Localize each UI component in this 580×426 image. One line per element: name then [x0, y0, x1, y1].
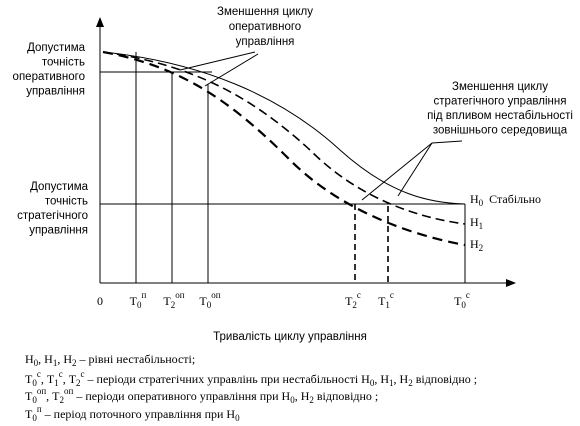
x-label: T0с: [454, 290, 470, 310]
x-label-sub: 0: [137, 300, 142, 310]
note-sup: п: [37, 404, 42, 414]
note-sub: 0: [32, 378, 37, 388]
note: H0, H1, H2 – рівні нестабільності;: [25, 352, 195, 368]
x-label: T2с: [345, 290, 361, 310]
right-label: під впливом нестабільності: [427, 110, 573, 122]
x-label-sub: 0: [461, 300, 466, 310]
note-text: , H: [295, 389, 310, 403]
note-sub: 2: [60, 395, 65, 405]
x-label-base: T: [378, 294, 386, 308]
right-label: зовнішнього середовища: [433, 125, 568, 137]
curve-label: H0 Стабільно: [470, 192, 541, 208]
left-top-label: оперативного: [13, 71, 85, 83]
x-label-base: T: [345, 294, 353, 308]
note-text: – періоди оперативного управління при H: [73, 389, 290, 403]
right-label: стратегічного управління: [434, 96, 567, 108]
curve-label-base: H: [470, 215, 479, 229]
note-sub: 0: [235, 413, 240, 423]
pointers: [179, 51, 463, 201]
note-text: – рівні нестабільності;: [77, 352, 196, 366]
note-sup: с: [81, 369, 85, 379]
note-text: , H: [57, 352, 72, 366]
note-text: відповідно ;: [413, 372, 477, 386]
top-label: управління: [236, 36, 295, 48]
x-label-sup: п: [142, 290, 147, 300]
x-label-sup: оп: [175, 290, 185, 300]
origin: 0: [97, 294, 103, 308]
x-label: T2оп: [163, 290, 184, 310]
note-sub: 2: [72, 358, 77, 368]
note-sub: 0: [32, 395, 37, 405]
note-sup: с: [37, 369, 41, 379]
note-text: – період поточного управління при H: [42, 407, 236, 421]
right-label: Зменшення циклу: [452, 81, 548, 93]
note-sup: с: [59, 369, 63, 379]
left-bottom-label: Допустима: [30, 181, 89, 193]
note-sub: 0: [34, 358, 39, 368]
note-sub: 2: [76, 378, 81, 388]
note-sub: 2: [408, 378, 413, 388]
curve-label-sub: 1: [479, 221, 484, 231]
note-text: , H: [374, 372, 389, 386]
note-text: відповідно ;: [314, 389, 378, 403]
x-label-sub: 1: [385, 300, 390, 310]
note-text: , T: [46, 389, 60, 403]
axes: [96, 17, 516, 287]
x-label-sub: 0: [207, 300, 212, 310]
note-sup: оп: [64, 386, 74, 396]
note: T0п – період поточного управління при H0: [25, 404, 240, 423]
note-sub: 0: [32, 413, 37, 423]
top-label: оперативного: [229, 21, 301, 33]
note-text: , T: [41, 372, 55, 386]
curve-label-sub: 2: [479, 243, 484, 253]
note-sub: 0: [290, 395, 295, 405]
note-sub: 1: [389, 378, 394, 388]
x-label-sub: 2: [352, 300, 357, 310]
note-sub: 0: [370, 378, 375, 388]
left-top-label: управління: [26, 86, 85, 98]
note-text: T: [25, 389, 33, 403]
x-label: T1с: [378, 290, 394, 310]
note-sub: 2: [309, 395, 314, 405]
note-text: , T: [63, 372, 77, 386]
x-label: T0п: [130, 290, 147, 310]
note: T0с, T1с, T2с – періоди стратегічних упр…: [25, 369, 477, 388]
x-label-sup: с: [357, 290, 361, 300]
note-text: T: [25, 407, 33, 421]
note-text: T: [25, 372, 33, 386]
note-text: – періоди стратегічних управлінь при нес…: [85, 372, 371, 386]
left-bottom-label: стратегічного: [17, 210, 88, 222]
note-sup: оп: [37, 386, 47, 396]
curve-label-sub: 0: [479, 198, 484, 208]
curve-label-extra: Стабільно: [489, 192, 541, 206]
curve-label: H2: [470, 237, 483, 253]
x-label-sup: оп: [211, 290, 221, 300]
x-label: T0оп: [199, 290, 220, 310]
note-text: , H: [38, 352, 53, 366]
curves: [102, 50, 466, 247]
x-label-base: T: [130, 294, 138, 308]
x-title: Тривалість циклу управління: [213, 331, 367, 343]
left-top-label: Допустима: [27, 42, 86, 54]
x-label-sup: с: [390, 290, 394, 300]
curve-label-base: H: [470, 237, 479, 251]
x-label-base: T: [199, 294, 207, 308]
x-label-base: T: [454, 294, 462, 308]
note-text: H: [25, 352, 34, 366]
top-label: Зменшення циклу: [217, 6, 313, 18]
note: T0оп, T2оп – періоди оперативного управл…: [25, 386, 378, 405]
note-text: , H: [394, 372, 409, 386]
x-label-base: T: [163, 294, 171, 308]
x-label-sup: с: [466, 290, 470, 300]
left-bottom-label: управління: [29, 225, 88, 237]
note-sub: 1: [53, 358, 58, 368]
curve-label: H1: [470, 215, 483, 231]
left-top-label: точність: [42, 57, 85, 69]
curve-label-base: H: [470, 192, 479, 206]
left-bottom-label: точність: [45, 196, 88, 208]
note-sub: 1: [54, 378, 59, 388]
x-label-sub: 2: [171, 300, 176, 310]
